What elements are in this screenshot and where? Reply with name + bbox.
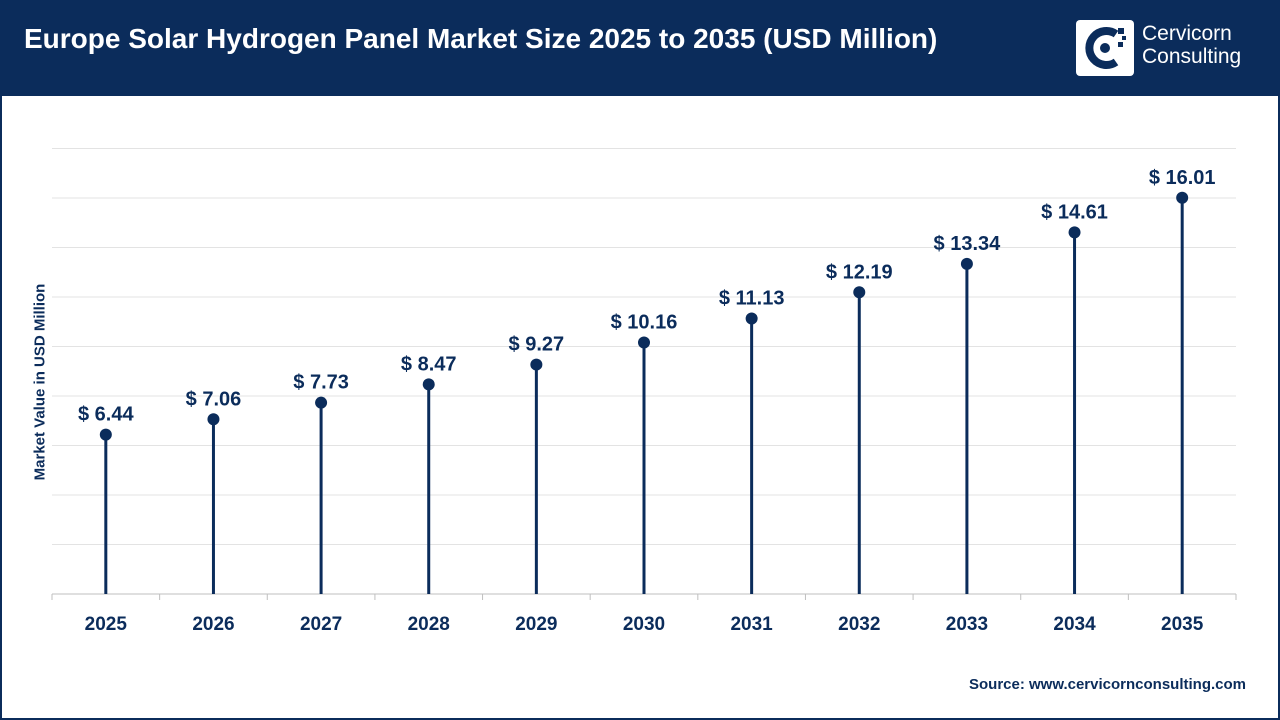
lollipop-chart: $ 6.44 $ 7.06 $ 7.73 $ 8.47 $ 9.27 $ 10.16 $ 1… — [51, 148, 1237, 635]
x-tick-label: 2028 — [408, 614, 450, 635]
x-tick-label: 2029 — [515, 614, 557, 635]
data-point — [745, 312, 758, 325]
x-axis — [51, 593, 1237, 600]
data-point — [207, 413, 220, 426]
x-tick-labels: 2025 2026 2027 2028 2029 2030 2031 2032 2033 2034… — [85, 614, 1204, 635]
data-label: $ 7.06 — [186, 388, 242, 410]
data-label: $ 11.13 — [719, 288, 785, 310]
data-label: $ 10.16 — [611, 312, 678, 334]
data-label: $ 12.19 — [826, 261, 893, 283]
data-point — [99, 428, 112, 441]
logo-text: Cervicorn Consulting — [1142, 22, 1241, 68]
header-bar: Europe Solar Hydrogen Panel Market Size … — [0, 0, 1280, 96]
gridlines — [52, 148, 1236, 545]
data-label: $ 8.47 — [401, 353, 457, 375]
stems — [104, 197, 1184, 594]
source-note: Source: www.cervicornconsulting.com — [968, 676, 1246, 693]
chart-area: $ 6.44 $ 7.06 $ 7.73 $ 8.47 $ 9.27 $ 10.16 $ 1… — [0, 96, 1280, 720]
logo-line-1: Cervicorn — [1142, 22, 1232, 45]
data-label: $ 9.27 — [509, 334, 565, 356]
x-tick-label: 2033 — [946, 614, 988, 635]
data-label: $ 13.34 — [934, 233, 1002, 255]
x-tick-label: 2032 — [838, 614, 880, 635]
y-axis-label: Market Value in USD Million — [31, 283, 49, 481]
data-point — [853, 286, 866, 299]
chart-title: Europe Solar Hydrogen Panel Market Size … — [24, 23, 938, 54]
data-label: $ 16.01 — [1149, 167, 1216, 189]
data-label: $ 14.61 — [1041, 201, 1108, 223]
x-tick-label: 2031 — [730, 614, 773, 635]
data-point — [315, 396, 328, 409]
data-point — [638, 336, 650, 349]
x-tick-label: 2035 — [1161, 614, 1204, 635]
x-tick-label: 2034 — [1053, 614, 1096, 635]
data-point — [1068, 226, 1081, 239]
data-point — [530, 358, 543, 371]
x-tick-label: 2025 — [85, 614, 128, 635]
x-tick-label: 2026 — [192, 614, 234, 635]
logo-mark-icon — [1076, 20, 1134, 76]
x-tick-label: 2030 — [623, 614, 665, 635]
points — [99, 191, 1189, 441]
company-logo: Cervicorn Consulting — [1076, 18, 1266, 78]
data-labels: $ 6.44 $ 7.06 $ 7.73 $ 8.47 $ 9.27 $ 10.16 $ 1… — [78, 167, 1216, 426]
data-label: $ 7.73 — [293, 372, 349, 394]
data-point — [1176, 191, 1189, 204]
x-tick-label: 2027 — [300, 614, 342, 635]
data-point — [422, 378, 435, 391]
data-point — [960, 257, 973, 270]
logo-line-2: Consulting — [1142, 45, 1242, 68]
data-label: $ 6.44 — [78, 404, 134, 426]
